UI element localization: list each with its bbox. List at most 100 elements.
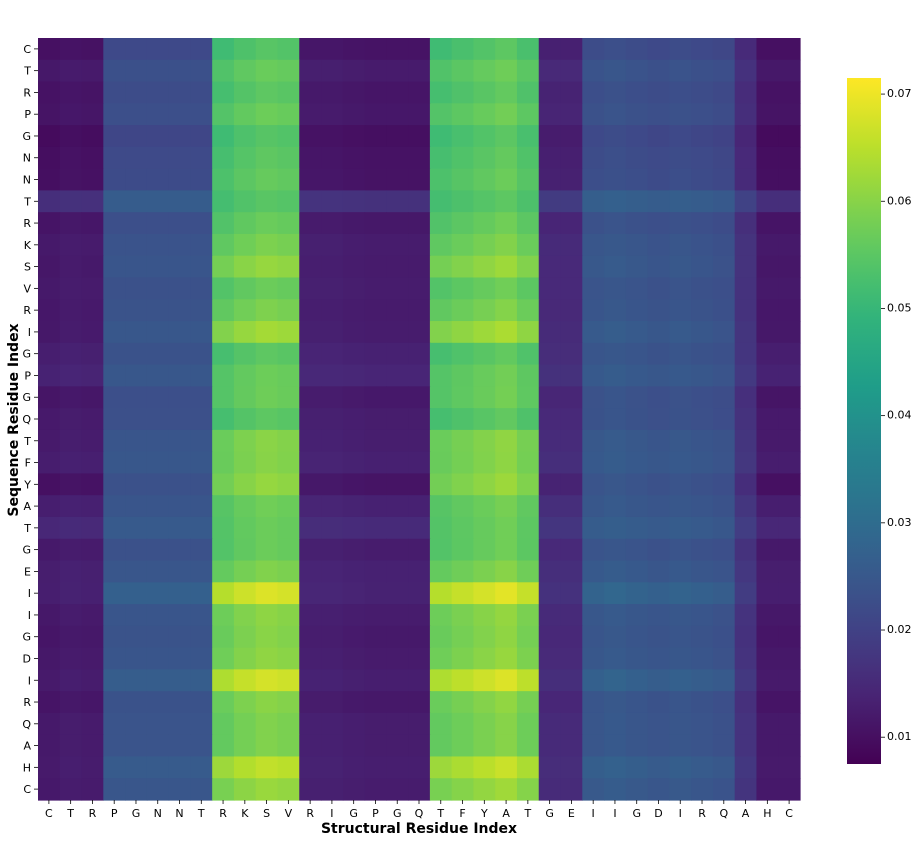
heatmap-cell — [233, 756, 257, 779]
heatmap-cell — [190, 408, 213, 431]
heatmap-cell — [38, 538, 61, 562]
heatmap-cell — [103, 734, 126, 758]
heatmap-cell — [190, 277, 213, 300]
heatmap-cell — [168, 516, 191, 540]
heatmap-cell — [538, 277, 562, 300]
heatmap-cell — [277, 516, 300, 540]
heatmap-cell — [495, 103, 518, 126]
heatmap-cell — [81, 712, 104, 736]
heatmap-cell — [582, 321, 605, 344]
heatmap-cell — [712, 103, 736, 126]
heatmap-cell — [451, 125, 475, 148]
heatmap-cell — [364, 277, 387, 300]
heatmap-cell — [669, 255, 692, 279]
heatmap-cell — [59, 669, 83, 692]
heatmap-cell — [560, 103, 583, 126]
heatmap-cell — [429, 691, 453, 714]
heatmap-cell — [756, 321, 779, 344]
heatmap-cell — [212, 734, 235, 758]
heatmap-cell — [81, 473, 104, 496]
heatmap-cell — [582, 691, 605, 714]
heatmap-cell — [778, 59, 801, 83]
heatmap-cell — [756, 103, 779, 126]
heatmap-cell — [734, 691, 758, 714]
heatmap-cell — [277, 560, 300, 583]
heatmap-cell — [451, 146, 475, 170]
heatmap-cell — [408, 691, 431, 714]
heatmap-cell — [386, 321, 409, 344]
heatmap-cell — [625, 625, 649, 649]
heatmap-cell — [647, 538, 670, 562]
heatmap-cell — [146, 364, 170, 387]
heatmap-cell — [299, 146, 322, 170]
heatmap-cell — [125, 364, 148, 387]
heatmap-cell — [364, 212, 387, 235]
heatmap-cell — [277, 495, 300, 518]
heatmap-cell — [560, 38, 583, 61]
heatmap-cell — [81, 146, 104, 170]
heatmap-cell — [756, 59, 779, 83]
heatmap-cell — [647, 560, 670, 583]
x-tick-label: H — [763, 807, 771, 820]
heatmap-cell — [516, 212, 540, 235]
heatmap-cell — [342, 321, 366, 344]
x-axis-label: Structural Residue Index — [321, 821, 517, 837]
heatmap-cell — [386, 669, 409, 692]
heatmap-cell — [604, 190, 627, 213]
heatmap-cell — [712, 342, 736, 366]
heatmap-cell — [778, 146, 801, 170]
heatmap-cell — [342, 277, 366, 300]
heatmap-cell — [386, 190, 409, 213]
heatmap-cell — [299, 299, 322, 322]
heatmap-cell — [146, 560, 170, 583]
heatmap-cell — [538, 168, 562, 191]
heatmap-cell — [103, 538, 126, 562]
heatmap-cell — [321, 516, 344, 540]
heatmap-cell — [38, 756, 61, 779]
heatmap-cell — [146, 451, 170, 475]
heatmap-cell — [277, 582, 300, 605]
heatmap-cell — [451, 778, 475, 801]
heatmap-cell — [38, 233, 61, 257]
heatmap-cell — [669, 604, 692, 627]
heatmap-cell — [495, 495, 518, 518]
heatmap-cell — [516, 255, 540, 279]
heatmap-cell — [321, 103, 344, 126]
x-tick-label: I — [592, 807, 595, 820]
heatmap-cell — [233, 342, 257, 366]
heatmap-cell — [582, 386, 605, 409]
heatmap-cell — [364, 538, 387, 562]
heatmap-cell — [538, 451, 562, 475]
heatmap-cell — [299, 451, 322, 475]
heatmap-cell — [734, 59, 758, 83]
heatmap-cell — [516, 560, 540, 583]
heatmap-cell — [516, 38, 540, 61]
heatmap-cell — [168, 778, 191, 801]
heatmap-cell — [81, 451, 104, 475]
y-tick-label: T — [23, 65, 31, 78]
heatmap-cell — [712, 212, 736, 235]
heatmap-cell — [582, 669, 605, 692]
heatmap-cell — [734, 604, 758, 627]
heatmap-cell — [321, 277, 344, 300]
heatmap-cell — [429, 516, 453, 540]
heatmap-cell — [386, 212, 409, 235]
heatmap-cell — [233, 299, 257, 322]
heatmap-cell — [429, 233, 453, 257]
heatmap-cell — [342, 212, 366, 235]
heatmap-cell — [168, 647, 191, 670]
heatmap-cell — [364, 669, 387, 692]
heatmap-cell — [81, 429, 104, 453]
heatmap-cell — [516, 299, 540, 322]
heatmap-cell — [538, 495, 562, 518]
heatmap-cell — [756, 495, 779, 518]
heatmap-cell — [473, 625, 496, 649]
heatmap-cell — [299, 516, 322, 540]
heatmap-cell — [277, 625, 300, 649]
heatmap-cell — [299, 233, 322, 257]
heatmap-cell — [604, 778, 627, 801]
heatmap-cell — [277, 756, 300, 779]
heatmap-cell — [190, 451, 213, 475]
heatmap-cell — [473, 59, 496, 83]
heatmap-cell — [146, 625, 170, 649]
